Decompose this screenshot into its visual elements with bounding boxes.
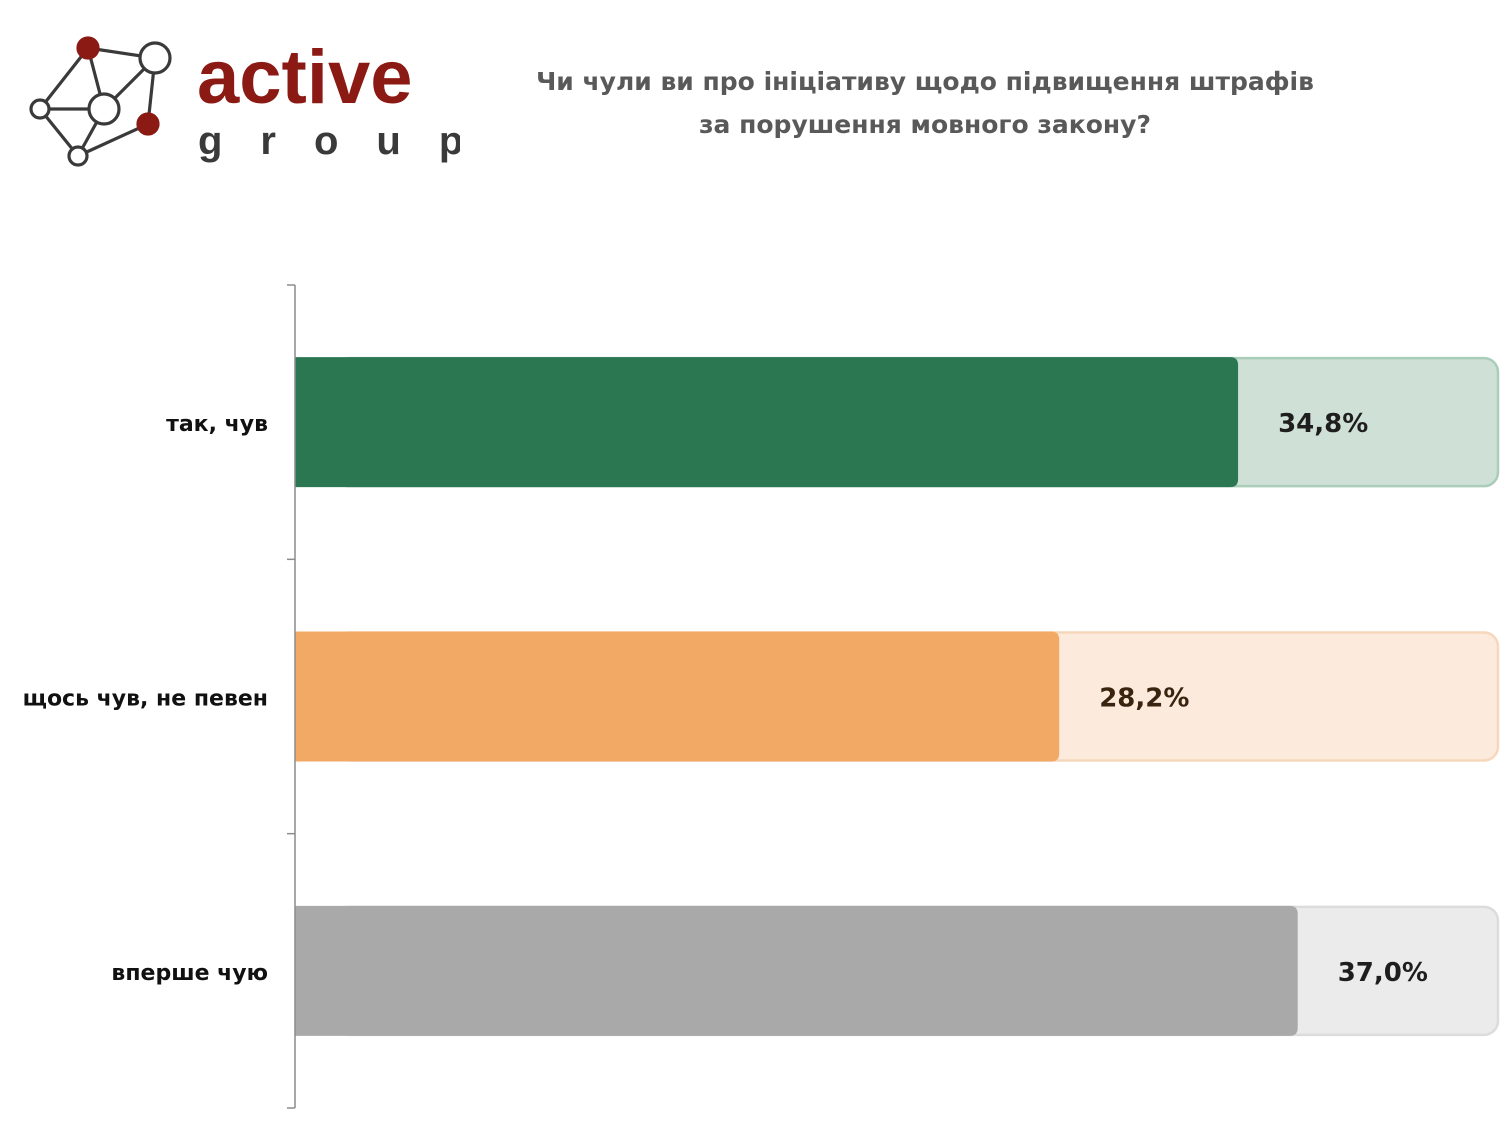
chart-title-line-1: Чи чули ви про ініціативу щодо підвищенн… xyxy=(536,67,1314,96)
chart-title-line-2: за порушення мовного закону? xyxy=(699,110,1151,139)
active-group-logo: active group xyxy=(29,35,460,167)
bar xyxy=(295,905,1298,1036)
data-label: 34,8% xyxy=(1278,409,1368,439)
bar xyxy=(295,357,1239,488)
logo-wordmark-group: group xyxy=(198,119,460,163)
chart-title: Чи чули ви про ініціативу щодо підвищенн… xyxy=(470,60,1380,146)
logo-wordmark-active: active xyxy=(197,35,413,120)
category-label: щось чув, не певен xyxy=(23,687,268,712)
data-label: 37,0% xyxy=(1338,958,1428,988)
network-logo-icon xyxy=(29,36,172,167)
bar xyxy=(295,631,1060,762)
category-label: так, чув xyxy=(166,412,268,437)
data-label: 28,2% xyxy=(1099,684,1189,714)
category-label: вперше чую xyxy=(111,961,268,986)
